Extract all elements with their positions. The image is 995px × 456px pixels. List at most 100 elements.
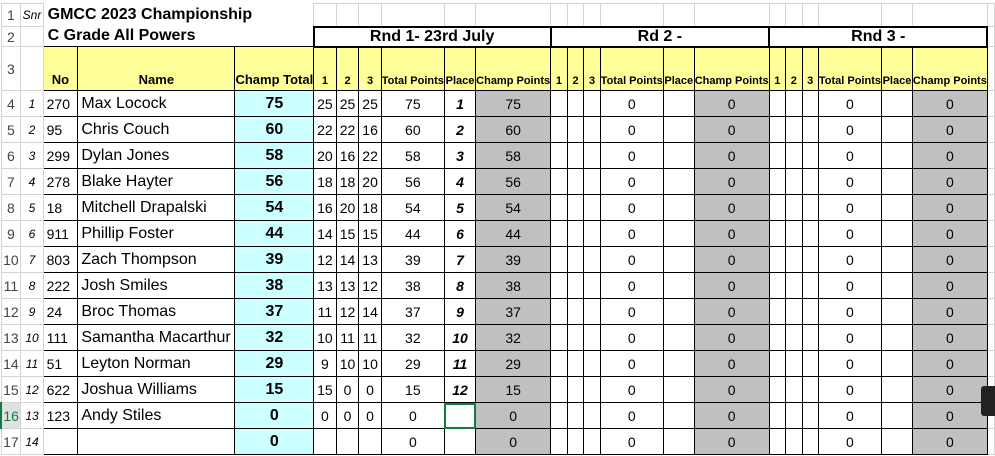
r1-total-points[interactable]: 75 bbox=[380, 90, 445, 117]
r3-total-points[interactable]: 0 bbox=[817, 220, 883, 247]
empty-cell[interactable] bbox=[380, 3, 445, 27]
champ-total[interactable]: 29 bbox=[234, 350, 315, 377]
r2-score-1[interactable] bbox=[550, 194, 568, 221]
row-header[interactable]: 12 bbox=[0, 298, 22, 325]
r2-total-points[interactable]: 0 bbox=[599, 142, 664, 169]
r3-champ-points[interactable]: 0 bbox=[911, 272, 988, 299]
r3-place[interactable] bbox=[881, 272, 913, 299]
r3-score-3[interactable] bbox=[801, 324, 819, 351]
r3-champ-points[interactable]: 0 bbox=[911, 324, 988, 351]
r1-champ-points[interactable]: 37 bbox=[475, 298, 552, 325]
r2-total-points[interactable]: 0 bbox=[599, 246, 664, 273]
r2-champ-points[interactable]: 0 bbox=[693, 142, 770, 169]
r1-score-2[interactable]: 22 bbox=[335, 116, 360, 143]
r2-score-1[interactable] bbox=[550, 402, 568, 429]
r3-score-2[interactable] bbox=[784, 272, 803, 299]
row-header[interactable]: 11 bbox=[0, 272, 22, 299]
empty-cell[interactable] bbox=[986, 350, 995, 377]
champ-total[interactable]: 0 bbox=[234, 428, 315, 455]
r3-score-3[interactable] bbox=[801, 246, 819, 273]
r2-total-points[interactable]: 0 bbox=[599, 350, 664, 377]
snr-cell[interactable]: 5 bbox=[20, 194, 44, 221]
r1-score-3[interactable]: 14 bbox=[358, 298, 382, 325]
r2-score-2[interactable] bbox=[566, 246, 585, 273]
r1-place[interactable]: 10 bbox=[443, 324, 477, 351]
r2-score-3[interactable] bbox=[583, 376, 601, 403]
r2-score-1[interactable] bbox=[550, 428, 568, 455]
r3-score-1[interactable] bbox=[768, 168, 786, 195]
empty-cell[interactable] bbox=[986, 220, 995, 247]
r3-score-2[interactable] bbox=[784, 220, 803, 247]
r3-place[interactable] bbox=[881, 324, 913, 351]
r2-score-2[interactable] bbox=[566, 298, 585, 325]
r2-place[interactable] bbox=[662, 116, 695, 143]
competitor-number[interactable]: 803 bbox=[42, 246, 79, 273]
r2-score-3[interactable] bbox=[583, 142, 601, 169]
r3-total-points[interactable]: 0 bbox=[817, 428, 883, 455]
row-header[interactable]: 5 bbox=[0, 116, 22, 143]
r3-place[interactable] bbox=[881, 428, 913, 455]
r1-score-2[interactable]: 11 bbox=[335, 324, 360, 351]
r2-champ-points[interactable]: 0 bbox=[693, 350, 770, 377]
r1-place[interactable]: 4 bbox=[443, 168, 477, 195]
r2-score-2[interactable] bbox=[566, 402, 585, 429]
r3-score-1[interactable] bbox=[768, 194, 786, 221]
r3-place[interactable] bbox=[881, 246, 913, 273]
competitor-name[interactable]: Mitchell Drapalski bbox=[77, 194, 236, 221]
r2-score-1[interactable] bbox=[550, 298, 568, 325]
row-header[interactable]: 16 bbox=[0, 402, 22, 429]
r3-score-1[interactable] bbox=[768, 324, 786, 351]
r3-place[interactable] bbox=[881, 142, 913, 169]
row-header[interactable]: 17 bbox=[0, 428, 22, 455]
r1-score-3[interactable]: 0 bbox=[358, 376, 382, 403]
r2-score-3[interactable] bbox=[583, 324, 601, 351]
r2-score-2[interactable] bbox=[566, 220, 585, 247]
r2-score-1[interactable] bbox=[550, 116, 568, 143]
snr-cell[interactable]: 9 bbox=[20, 298, 44, 325]
r1-score-2[interactable]: 20 bbox=[335, 194, 360, 221]
r1-champ-points[interactable]: 29 bbox=[475, 350, 552, 377]
r3-score-1[interactable] bbox=[768, 376, 786, 403]
r2-total-points[interactable]: 0 bbox=[599, 168, 664, 195]
empty-cell[interactable] bbox=[986, 90, 995, 117]
empty-cell[interactable] bbox=[313, 3, 337, 27]
r2-score-1[interactable] bbox=[550, 142, 568, 169]
r2-place[interactable] bbox=[662, 194, 695, 221]
r3-score-1[interactable] bbox=[768, 142, 786, 169]
r3-score-3[interactable] bbox=[801, 428, 819, 455]
r3-total-points[interactable]: 0 bbox=[817, 376, 883, 403]
r2-score-3[interactable] bbox=[583, 402, 601, 429]
champ-total[interactable]: 75 bbox=[234, 90, 315, 117]
r2-score-3[interactable] bbox=[583, 116, 601, 143]
empty-cell[interactable] bbox=[986, 46, 995, 91]
r3-total-points[interactable]: 0 bbox=[817, 194, 883, 221]
r1-score-2[interactable]: 14 bbox=[335, 246, 360, 273]
champ-total[interactable]: 37 bbox=[234, 298, 315, 325]
r2-place[interactable] bbox=[662, 90, 695, 117]
r1-champ-points[interactable]: 32 bbox=[475, 324, 552, 351]
r2-score-1[interactable] bbox=[550, 350, 568, 377]
competitor-name[interactable]: Josh Smiles bbox=[77, 272, 236, 299]
r1-score-2[interactable]: 15 bbox=[335, 220, 360, 247]
r3-total-points[interactable]: 0 bbox=[817, 298, 883, 325]
r3-score-1[interactable] bbox=[768, 90, 786, 117]
snr-cell[interactable]: 14 bbox=[20, 428, 44, 455]
row-header[interactable]: 9 bbox=[0, 220, 22, 247]
r3-score-1[interactable] bbox=[768, 246, 786, 273]
r2-score-1[interactable] bbox=[550, 272, 568, 299]
row-header[interactable]: 8 bbox=[0, 194, 22, 221]
r1-place[interactable]: 7 bbox=[443, 246, 477, 273]
r1-score-3[interactable]: 10 bbox=[358, 350, 382, 377]
r1-score-1[interactable]: 11 bbox=[313, 298, 337, 325]
snr-cell[interactable]: 8 bbox=[20, 272, 44, 299]
row-header[interactable]: 14 bbox=[0, 350, 22, 377]
r3-score-3[interactable] bbox=[801, 116, 819, 143]
competitor-number[interactable]: 18 bbox=[42, 194, 79, 221]
competitor-name[interactable]: Leyton Norman bbox=[77, 350, 236, 377]
r2-score-3[interactable] bbox=[583, 168, 601, 195]
r3-score-3[interactable] bbox=[801, 272, 819, 299]
r1-place[interactable] bbox=[443, 402, 477, 429]
empty-cell[interactable] bbox=[335, 3, 360, 27]
r2-score-3[interactable] bbox=[583, 298, 601, 325]
r2-total-points[interactable]: 0 bbox=[599, 220, 664, 247]
